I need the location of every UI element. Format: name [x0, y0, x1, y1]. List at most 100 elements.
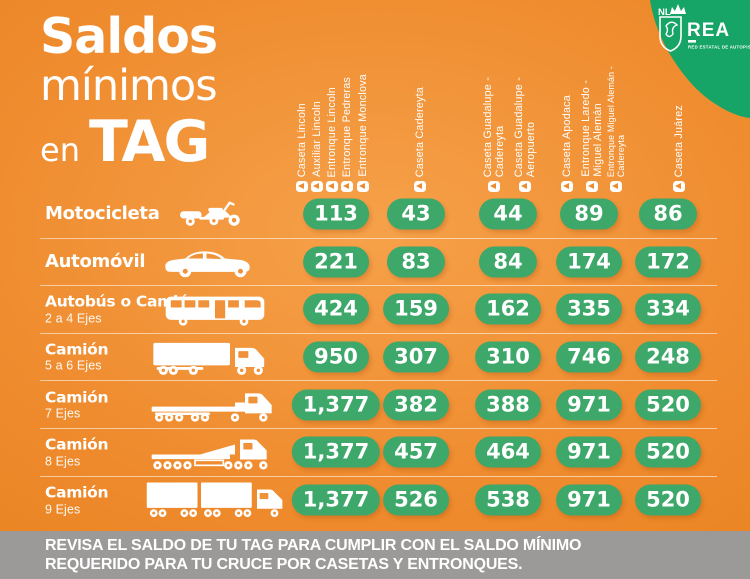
direction-arrow-icon: [673, 181, 685, 192]
vehicle-label: Camión 7 Ejes: [45, 387, 109, 421]
balance-pill: 950: [303, 341, 369, 373]
balance-table: Motocicleta 113 43 44 89 86: [40, 191, 717, 524]
direction-arrow-icon: [341, 181, 353, 192]
column-header-entronque-laredo: Entronque Laredo - Miguel Alemán: [580, 12, 604, 192]
direction-arrow-icon: [311, 181, 323, 192]
footer-text-line1: REVISA EL SALDO DE TU TAG PARA CUMPLIR C…: [45, 537, 582, 554]
column-header-entronque-miguel-aleman: Entronque Miguel Alemán - Cadereyta: [606, 12, 626, 192]
table-row-motocicleta: Motocicleta 113 43 44 89 86: [40, 191, 717, 239]
balance-pill: 388: [475, 389, 541, 421]
balance-pill: 457: [383, 436, 449, 468]
balance-pill: 382: [383, 389, 449, 421]
title-word-tag: TAG: [88, 109, 210, 175]
box-truck-icon: [137, 337, 293, 377]
balance-pill: 172: [635, 246, 701, 278]
car-icon: [137, 245, 293, 279]
vehicle-label: Camión 5 a 6 Ejes: [45, 340, 109, 373]
balance-pill: 1,377: [291, 389, 381, 421]
balance-pill: 83: [387, 246, 445, 278]
balance-pill: 43: [387, 198, 445, 230]
lowboy-truck-icon: [137, 432, 293, 472]
shield-lion-icon: [659, 16, 682, 52]
balance-pill: 1,377: [291, 436, 381, 468]
balance-pill: 221: [303, 246, 369, 278]
vehicle-label: Automóvil: [45, 250, 146, 272]
balance-pill: 520: [635, 389, 701, 421]
crown-icon: [670, 4, 686, 14]
balance-pill: 424: [303, 293, 369, 325]
bus-icon: [137, 290, 293, 328]
balance-pill: 971: [556, 484, 622, 516]
balance-pill: 520: [635, 484, 701, 516]
balance-pill: 335: [556, 293, 622, 325]
balance-pill: 159: [383, 293, 449, 325]
table-row-autobus: Autobús o Camión 2 a 4 Ejes 424 159: [40, 286, 717, 334]
balance-pill: 174: [556, 246, 622, 278]
flatbed-truck-icon: [137, 385, 293, 425]
direction-arrow-icon: [586, 181, 598, 192]
vehicle-label: Motocicleta: [45, 203, 160, 225]
table-row-camion-9: Camión 9 Ejes: [40, 477, 717, 525]
logo-dash: [688, 40, 696, 43]
direction-arrow-icon: [414, 181, 426, 192]
double-trailer-truck-icon: [137, 479, 293, 521]
column-header-guadalupe-aeropuerto: Caseta Guadalupe - Aeropuerto: [513, 12, 537, 192]
balance-pill: 307: [383, 341, 449, 373]
title-line-en-tag: en TAG: [40, 114, 217, 171]
balance-pill: 464: [475, 436, 541, 468]
page-title: Saldos mínimos en TAG: [40, 8, 218, 171]
footer-text-line2: REQUERIDO PARA TU CRUCE POR CASETAS Y EN…: [45, 556, 523, 573]
column-header-caseta-apodaca: Caseta Apodaca: [561, 12, 573, 192]
balance-pill: 526: [383, 484, 449, 516]
column-header-caseta-juarez: Caseta Juárez: [673, 12, 685, 192]
column-header-entronque-monclova: Entronque Monclova: [357, 12, 369, 192]
balance-pill: 520: [635, 436, 701, 468]
balance-pill: 971: [556, 436, 622, 468]
direction-arrow-icon: [561, 181, 573, 192]
table-row-automovil: Automóvil 221 83 84 174 172: [40, 239, 717, 287]
logo-nl-text: NL: [658, 7, 671, 18]
rea-logo: NL REA RED ESTATAL DE AUTOPISTAS: [645, 0, 750, 122]
direction-arrow-icon: [519, 181, 531, 192]
direction-arrow-icon: [326, 181, 338, 192]
vehicle-label: Autobús o Camión 2 a 4 Ejes: [45, 292, 200, 326]
logo-rea-text: REA: [687, 20, 730, 41]
direction-arrow-icon: [296, 181, 308, 192]
caseta-column-headers: Caseta Lincoln Auxiliar Lincoln Entronqu…: [0, 12, 750, 192]
column-header-auxiliar-lincoln: Auxiliar Lincoln: [311, 12, 323, 192]
logo-tagline: RED ESTATAL DE AUTOPISTAS: [688, 45, 750, 50]
balance-pill: 538: [475, 484, 541, 516]
footer-banner: REVISA EL SALDO DE TU TAG PARA CUMPLIR C…: [0, 531, 750, 579]
balance-pill: 89: [560, 198, 618, 230]
direction-arrow-icon: [488, 181, 500, 192]
balance-pill: 44: [479, 198, 537, 230]
balance-pill: 86: [639, 198, 697, 230]
balance-pill: 248: [635, 341, 701, 373]
title-line-minimos: mínimos: [40, 61, 218, 111]
balance-pill: 334: [635, 293, 701, 325]
balance-pill: 746: [556, 341, 622, 373]
vehicle-label: Camión 8 Ejes: [45, 435, 109, 468]
column-header-entronque-lincoln: Entronque Lincoln: [326, 12, 338, 192]
column-header-caseta-lincoln: Caseta Lincoln: [296, 12, 308, 192]
direction-arrow-icon: [357, 181, 369, 192]
motorcycle-sidecar-icon: [137, 196, 293, 232]
column-header-entronque-pedreras: Entronque Pedreras: [341, 12, 353, 192]
column-header-guadalupe-cadereyta: Caseta Guadalupe - Cadereyta: [482, 12, 506, 192]
direction-arrow-icon: [610, 181, 622, 192]
balance-pill: 84: [479, 246, 537, 278]
logo-green-shape: [650, 0, 750, 118]
title-word-en: en: [40, 131, 80, 169]
balance-pill: 310: [475, 341, 541, 373]
table-row-camion-5-6: Camión 5 a 6 Ejes 950 307 310: [40, 334, 717, 382]
balance-pill: 1,377: [291, 484, 381, 516]
vehicle-label: Camión 9 Ejes: [45, 483, 109, 517]
title-line-saldos: Saldos: [40, 8, 218, 65]
balance-pill: 113: [303, 198, 369, 230]
table-row-camion-8: Camión 8 Ejes: [40, 429, 717, 477]
table-row-camion-7: Camión 7 Ejes 1: [40, 381, 717, 429]
balance-pill: 162: [475, 293, 541, 325]
balance-pill: 971: [556, 389, 622, 421]
column-header-caseta-cadereyta: Caseta Cadereyta: [414, 12, 426, 192]
